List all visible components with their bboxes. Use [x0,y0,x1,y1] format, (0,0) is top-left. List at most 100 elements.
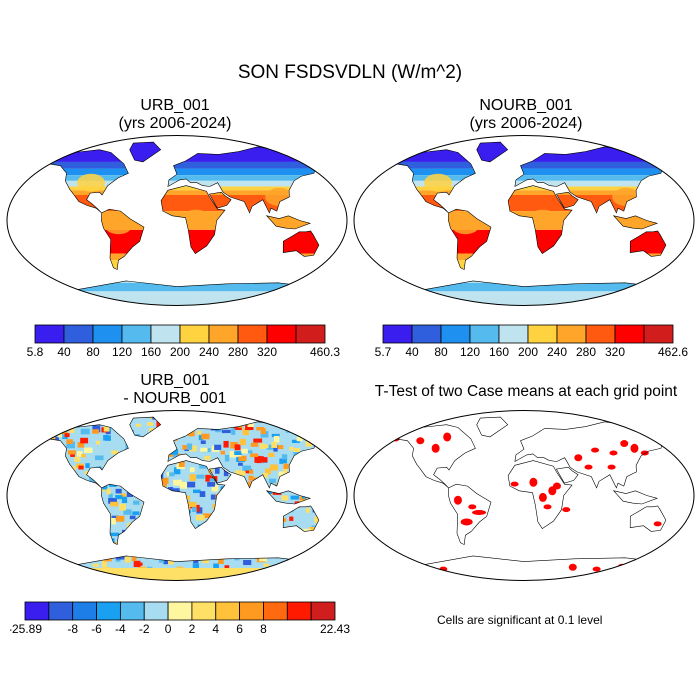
map-diff-cell [204,417,214,419]
map-diff-cell [125,469,135,474]
map-diff-cell [253,438,263,443]
map-diff-cell [155,501,163,505]
map-diff-cell [196,430,202,435]
map-diff-cell [24,496,28,500]
map-diff-cell [161,417,170,421]
map-diff-cell [145,484,154,492]
map-diff-cell [35,488,41,493]
map-diff-cell [6,419,10,426]
map-diff-cell [87,534,94,541]
map-diff-cell [66,439,73,445]
map-diff-cell [102,521,108,528]
map-diff-cell [160,581,167,583]
map-diff-cell [291,439,300,444]
map-diff-cell [84,409,89,415]
map-diff-cell [188,420,196,425]
map-diff-cell [321,575,327,581]
map-diff-cell [21,507,26,512]
colorbar-swatch [310,601,336,621]
map-diff-cell [184,509,191,514]
map-diff-cell [344,414,349,419]
map-diff-cell [342,409,349,416]
map-diff-cell [141,441,146,448]
map-diff-cell [65,565,73,570]
map-diff-cell [140,530,149,535]
coastline-samerica [101,208,145,271]
map-diff-cell [121,533,129,540]
colorbar-swatch [382,324,413,344]
map-diff-cell [28,524,33,530]
map-diff-cell [319,503,327,510]
map-diff-cell [78,539,83,545]
map-diff-cell [200,440,206,445]
map-value-band [375,253,676,261]
map-diff-cell [196,412,202,416]
colorbar-swatch [34,324,65,344]
map-diff-cell [79,518,89,524]
map-diff-cell [343,454,349,458]
map-diff-cell [102,544,108,550]
map-diff-cell [35,494,42,499]
map-diff-cell [266,444,275,450]
colorbar-swatch [24,601,50,621]
panel-title-urb-case: URB_001 [140,97,210,114]
map-diff-cell [168,487,174,492]
map-diff-cell [111,517,116,525]
map-diff-cell [307,483,312,490]
map-diff-cell [61,520,69,526]
map-diff-cell [51,428,60,436]
map-diff-cell [251,532,260,537]
colorbar-label: 120 [460,345,480,359]
map-diff-cell [317,474,325,480]
map-diff-cell [321,437,329,443]
colorbar-swatch [179,324,210,344]
map-diff-cell [215,527,221,533]
map-diff-cell [116,515,125,522]
map-diff-cell [215,428,222,433]
map-diff-cell [261,523,267,528]
significant-cell [584,464,593,470]
map-diff-cell [80,437,89,444]
map-diff-cell [280,507,290,512]
colorbar-label: 240 [547,345,567,359]
colorbar-label: 200 [518,345,538,359]
map-diff-cell [98,546,104,553]
map-diff-cell [248,511,254,515]
colorbar-label: 6 [236,622,243,636]
map-diff-cell [107,471,115,479]
map-diff-cell [255,480,261,484]
panel-title-nourb-case: NOURB_001 [479,97,573,114]
significant-cell [460,518,473,526]
map-diff-cell [248,475,254,481]
map-diff-cell [136,485,143,492]
map-diff-cell [261,527,266,533]
colorbar-swatch [527,324,558,344]
map-diff-cell [108,493,113,500]
map-diff-cell [126,491,134,497]
map-diff-cell [41,577,47,581]
map-diff-cell [268,549,277,556]
colorbar-label: 8 [260,622,267,636]
map-diff-cell [67,417,73,421]
map-diff-cell [199,491,206,497]
map-diff-cell [198,434,204,441]
map-value-band [375,168,676,176]
map-diff-cell [316,553,323,560]
map-diff-cell [305,552,314,557]
map-diff-cell [150,516,157,521]
map-diff-cell [242,531,248,536]
map-diff-cell [300,490,306,496]
map-diff-cell [259,556,267,562]
map-diff-cell [308,466,317,474]
map-diff-cell [177,518,186,524]
map-value-band [375,260,676,273]
map-diff-cell [263,497,269,502]
map-diff-cell [139,539,147,545]
map-diff-cell [294,541,300,547]
map-diff-cell [282,580,290,581]
map-diff-cell [141,553,147,558]
map-diff-cell [60,431,68,435]
panel-title-diff-b: - NOURB_001 [123,390,227,407]
significance-note: Cells are significant at 0.1 level [437,613,603,627]
coastline-greenland [129,416,162,438]
